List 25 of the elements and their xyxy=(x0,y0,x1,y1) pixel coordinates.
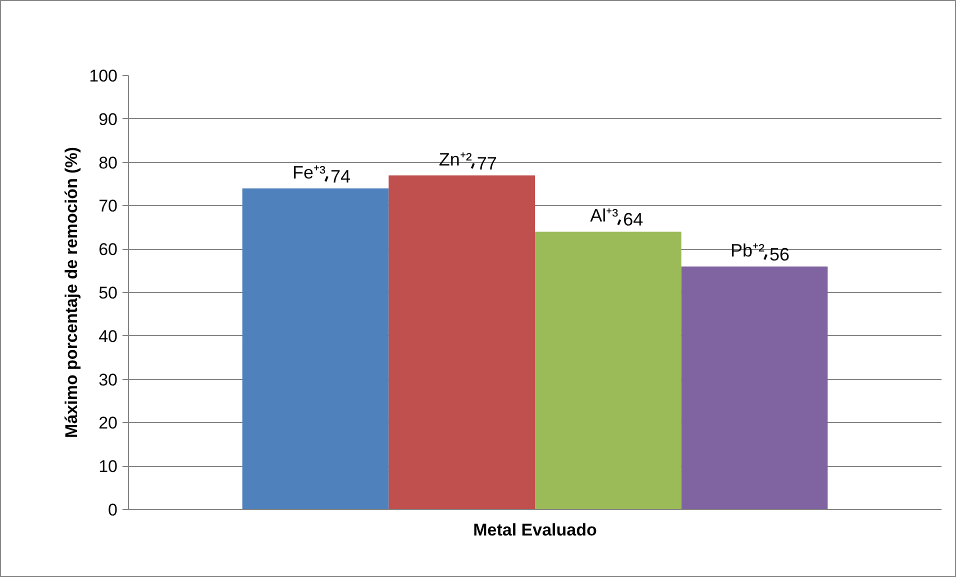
y-tick-label: 90 xyxy=(98,110,118,129)
y-axis-title: Máximo porcentaje de remoción (%) xyxy=(62,147,82,438)
y-tick-label: 50 xyxy=(98,284,118,302)
y-tick-label: 100 xyxy=(89,66,118,86)
y-tick-label: 30 xyxy=(98,370,118,390)
data-label: 77 xyxy=(476,153,497,174)
y-tick-label: 10 xyxy=(98,457,118,476)
data-label: 64 xyxy=(623,210,644,230)
data-label: 74 xyxy=(330,166,351,186)
series-label: Fe⁺³ xyxy=(292,162,326,182)
bar xyxy=(242,188,389,510)
y-tick-label: 0 xyxy=(108,500,118,520)
series-label: Pb⁺² xyxy=(730,240,765,260)
data-label: 56 xyxy=(770,244,790,264)
y-tick-label: 20 xyxy=(98,414,118,433)
y-tick-label: 70 xyxy=(98,196,118,216)
y-tick-label: 60 xyxy=(98,240,118,260)
y-tick-label: 80 xyxy=(98,153,118,172)
bar xyxy=(535,232,682,510)
series-label: Al⁺³ xyxy=(590,206,618,226)
bar xyxy=(681,266,828,510)
series-label: Zn⁺² xyxy=(438,149,472,170)
x-axis-title: Metal Evaluado xyxy=(473,520,597,540)
y-tick-label: 40 xyxy=(98,326,118,346)
bar xyxy=(388,175,535,510)
